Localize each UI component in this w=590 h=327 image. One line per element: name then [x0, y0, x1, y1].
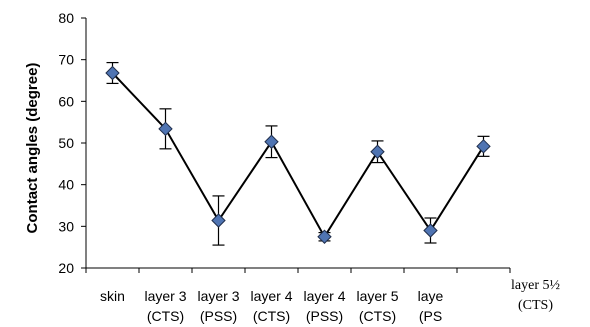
y-tick-label: 80 [58, 10, 74, 26]
y-tick-label: 30 [58, 218, 74, 234]
x-category-label: layer 5 (CTS) [356, 288, 398, 324]
y-tick-label: 50 [58, 135, 74, 151]
y-tick-label: 60 [58, 93, 74, 109]
data-point [158, 121, 173, 137]
x-category-label: layer 4 (PSS) [303, 288, 345, 324]
data-markers [105, 65, 491, 244]
x-labels: skin layer 3 (CTS) layer 3 (PSS) layer 4 (CTS)… [85, 268, 560, 324]
x-category-label: laye (PS [418, 288, 444, 324]
y-axis-title: Contact angles (degree) [24, 63, 41, 234]
y-tick-label: 40 [58, 177, 74, 193]
x-category-label: layer 3 (PSS) [197, 288, 239, 324]
y-ticks: 20 30 40 50 60 70 80 [58, 10, 86, 276]
series-line [111, 72, 485, 239]
error-bars [106, 61, 490, 246]
data-point [423, 223, 438, 238]
data-point [105, 65, 120, 81]
x-category-label: skin [100, 288, 125, 304]
x-category-label: layer 5½ (CTS) [511, 278, 560, 313]
data-point [264, 134, 279, 149]
data-point [211, 213, 226, 228]
y-tick-label: 20 [58, 260, 74, 276]
data-point [370, 144, 385, 159]
y-tick-label: 70 [58, 52, 74, 68]
data-point [317, 229, 332, 244]
x-category-label: layer 4 (CTS) [250, 288, 292, 324]
data-point [476, 139, 491, 154]
x-category-label: layer 3 (CTS) [144, 288, 186, 324]
